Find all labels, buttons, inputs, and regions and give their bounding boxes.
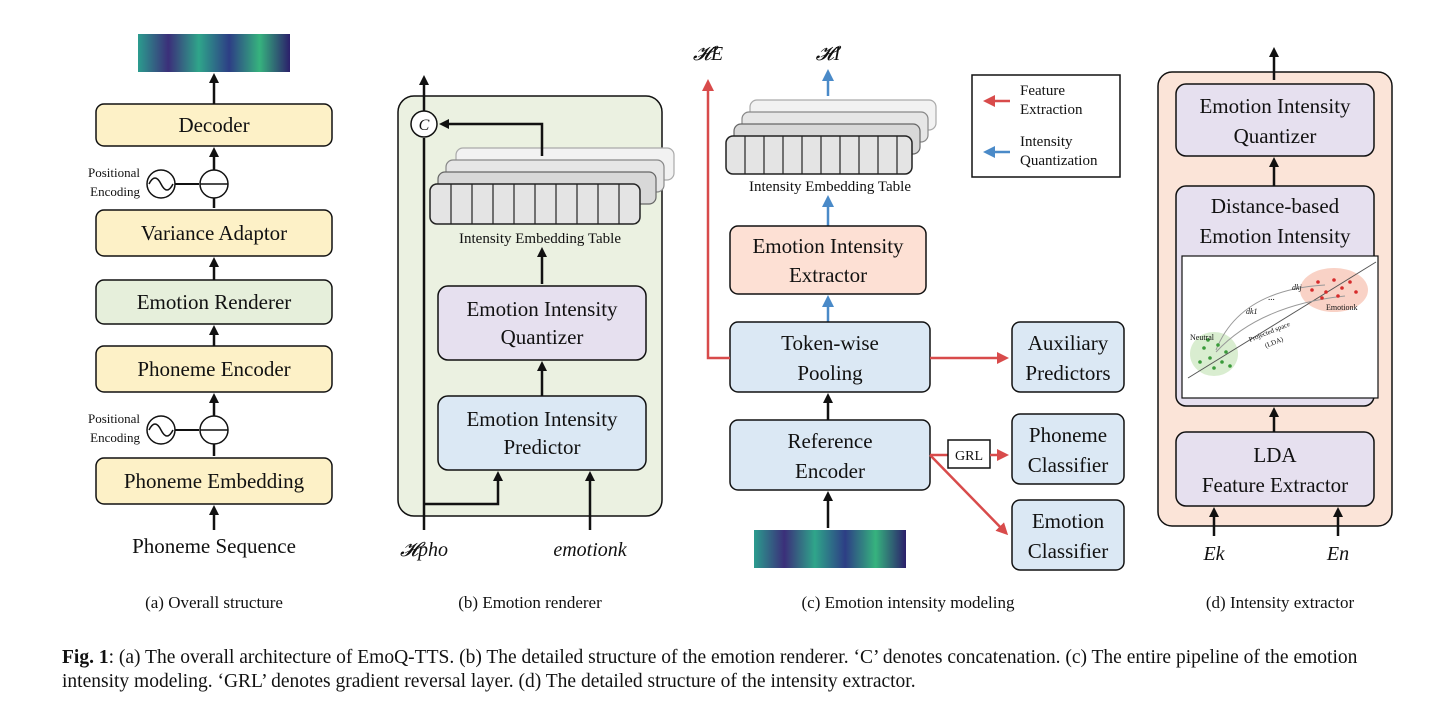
legend-feature-1: Feature [1020,83,1065,99]
phoneme-classifier-block [1011,413,1125,485]
legend-intensity-1: Intensity [1020,134,1073,150]
e-k-input: Ek [1202,543,1225,565]
lda-feature-extractor-block [1175,431,1375,507]
plot-dkj-label: dkj [1292,283,1303,292]
mel-spectrogram-output [138,34,290,72]
h-i-output: 𝓗I [816,43,842,65]
ref-encoder-line1: Reference [787,429,872,453]
predictor-b-line2: Predictor [504,435,581,459]
quantizer-block-d [1175,83,1375,157]
phoneme-embedding-label: Phoneme Embedding [124,469,305,493]
caption-d: (d) Intensity extractor [1206,593,1355,612]
predictor-block-b [437,395,647,471]
plot-neutral-label: Neutral [1190,333,1215,342]
extractor-c-line1: Emotion Intensity [752,234,904,258]
phon-line1: Phoneme [1029,423,1107,447]
caption-c: (c) Emotion intensity modeling [802,593,1015,612]
ref-encoder-line2: Encoder [795,459,865,483]
quantizer-b-line2: Quantizer [501,325,584,349]
pooling-line1: Token-wise [781,331,879,355]
emotion-renderer-label: Emotion Renderer [137,290,292,314]
grl-label: GRL [955,449,983,464]
legend-feature-2: Extraction [1020,102,1083,118]
pooling-line2: Pooling [797,361,863,385]
emotion-renderer-block [95,279,333,325]
panel-d: Emotion Intensity Quantizer Distance-bas… [1157,47,1393,612]
legend-intensity-2: Quantization [1020,153,1098,169]
emotion-classifier-block [1011,499,1125,571]
phoneme-encoder-label: Phoneme Encoder [137,357,290,381]
panel-a: Decoder Positional Encoding Variance Ada… [88,34,333,612]
plot-dots-label: ... [1268,292,1275,302]
quantizer-d-line2: Quantizer [1234,124,1317,148]
phoneme-encoder-block [95,345,333,393]
auxiliary-predictors-block [1011,321,1125,393]
distance-line2: Emotion Intensity [1199,224,1351,248]
figure-caption-text: : (a) The overall architecture of EmoQ-T… [62,647,1358,692]
extractor-c-line2: Extractor [789,263,867,287]
lda-line2: Feature Extractor [1202,473,1348,497]
variance-adaptor-label: Variance Adaptor [141,221,287,245]
predictor-b-line1: Emotion Intensity [466,407,618,431]
legend-box [971,74,1121,178]
grl-box [947,439,991,469]
lda-line1: LDA [1253,443,1297,467]
intensity-embedding-table-c [725,99,937,175]
caption-a: (a) Overall structure [145,593,283,612]
figure-caption: Fig. 1: (a) The overall architecture of … [62,646,1402,694]
phoneme-sequence-input: Phoneme Sequence [132,534,296,558]
emotion-intensity-extractor-block [729,225,927,295]
variance-adaptor-block [95,209,333,257]
mel-spectrogram-input [754,530,906,568]
quantizer-block-b [437,285,647,361]
phoneme-embedding-block [95,457,333,505]
emo-line2: Classifier [1028,539,1108,563]
panel-b: C Intensity Embedding Table Emotion Inte… [397,75,675,612]
plot-emotion-label: Emotionk [1326,303,1358,312]
aux-line2: Predictors [1025,361,1110,385]
quantizer-d-line1: Emotion Intensity [1199,94,1351,118]
quantizer-b-line1: Emotion Intensity [466,297,618,321]
pe-label-top-2: Encoding [90,184,140,199]
pe-label-bottom-2: Encoding [90,430,140,445]
emotion-k-input: emotionk [553,539,627,561]
table-label-c: Intensity Embedding Table [749,179,911,195]
caption-b: (b) Emotion renderer [458,593,602,612]
panel-c: 𝓗E 𝓗I Intensity Embedding Table Emotion … [693,43,1125,612]
intensity-embedding-table [429,147,675,225]
decoder-block [95,103,333,147]
h-e-output: 𝓗E [693,43,723,65]
table-label-b: Intensity Embedding Table [459,231,621,247]
lda-scatter-illustration: Neutral Emotionk dkj ... dk1 Projected s… [1181,255,1379,399]
concat-label: C [419,117,430,134]
aux-line1: Auxiliary [1028,331,1109,355]
pe-label-top-1: Positional [88,165,140,180]
distance-line1: Distance-based [1211,194,1340,218]
e-n-input: En [1326,543,1349,565]
h-pho-input: 𝓗pho [400,539,448,561]
plot-dk1-label: dk1 [1246,307,1258,316]
phon-line2: Classifier [1028,453,1108,477]
emo-line1: Emotion [1032,509,1105,533]
figure-caption-label: Fig. 1 [62,647,109,668]
pe-label-bottom-1: Positional [88,411,140,426]
decoder-label: Decoder [178,113,249,137]
